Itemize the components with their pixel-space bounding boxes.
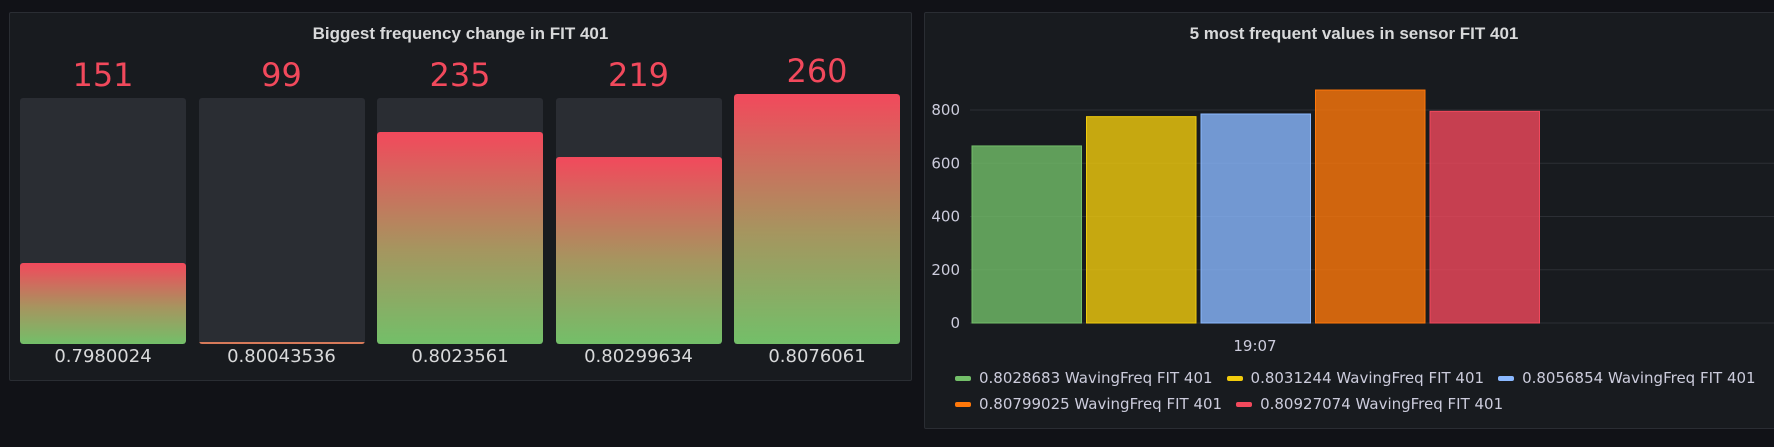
legend-item[interactable]: 0.8031244 WavingFreq FIT 401	[1226, 369, 1485, 387]
legend-row: 0.8028683 WavingFreq FIT 401 0.8031244 Wa…	[955, 369, 1774, 387]
gauge-label: 0.8076061	[768, 346, 866, 367]
series-bar[interactable]	[1429, 110, 1540, 324]
gauge-value: 235	[429, 56, 491, 94]
y-tick-label: 600	[931, 154, 960, 172]
gauge-value: 99	[261, 56, 302, 94]
gauge-value: 219	[607, 56, 670, 94]
legend-label: 0.80799025 WavingFreq FIT 401	[979, 395, 1223, 413]
legend-item[interactable]: 0.80799025 WavingFreq FIT 401	[955, 395, 1222, 413]
legend-label: 0.8056854 WavingFreq FIT 401	[1522, 369, 1756, 387]
legend-swatch-icon	[955, 375, 971, 381]
legend-item[interactable]: 0.8056854 WavingFreq FIT 401	[1498, 369, 1756, 387]
series-bar[interactable]	[1200, 113, 1311, 324]
gauge-fill	[20, 263, 186, 344]
gauge-panel: Biggest frequency change in FIT 401 151 0…	[9, 12, 912, 381]
gauge-label: 0.7980024	[54, 346, 152, 367]
y-tick-label: 400	[931, 208, 960, 226]
gauge-label: 0.8023561	[411, 346, 509, 367]
legend-swatch-icon	[955, 401, 971, 407]
legend-swatch-icon	[1226, 375, 1243, 381]
chart-legend: 0.8028683 WavingFreq FIT 401 0.8031244 Wa…	[955, 369, 1774, 421]
legend-label: 0.8031244 WavingFreq FIT 401	[1250, 369, 1485, 387]
gauge-bar[interactable]	[377, 98, 543, 344]
bar-chart-panel: 5 most frequent values in sensor FIT 401…	[924, 12, 1774, 429]
gauge-fill	[734, 94, 900, 344]
y-tick-label: 800	[931, 101, 960, 119]
gauge-bar[interactable]	[555, 98, 722, 344]
gauge-value: 260	[786, 52, 848, 90]
legend-label: 0.80927074 WavingFreq FIT 401	[1260, 395, 1504, 413]
gauge-label: 0.80299634	[584, 346, 693, 367]
series-bar[interactable]	[971, 145, 1082, 324]
x-tick-label: 19:07	[1233, 337, 1276, 355]
gauge-value: 151	[72, 56, 134, 94]
legend-label: 0.8028683 WavingFreq FIT 401	[979, 369, 1213, 387]
legend-swatch-icon	[1236, 401, 1253, 407]
gauge-bar[interactable]	[734, 94, 900, 344]
panel-title[interactable]: 5 most frequent values in sensor FIT 401	[1189, 24, 1519, 43]
gauge-fill	[555, 157, 722, 344]
gauge-fill	[377, 132, 543, 344]
y-tick-label: 200	[931, 261, 960, 279]
legend-row: 0.80799025 WavingFreq FIT 401 0.80927074 …	[955, 395, 1774, 413]
legend-item[interactable]: 0.8028683 WavingFreq FIT 401	[955, 369, 1213, 387]
gauge-fill	[198, 342, 365, 344]
series-bar[interactable]	[1315, 89, 1426, 324]
gauge-label: 0.80043536	[227, 346, 336, 367]
y-tick-label: 0	[950, 314, 960, 332]
gauge-bar[interactable]	[20, 98, 186, 344]
legend-swatch-icon	[1498, 375, 1515, 381]
legend-item[interactable]: 0.80927074 WavingFreq FIT 401	[1236, 395, 1503, 413]
panel-title[interactable]: Biggest frequency change in FIT 401	[312, 24, 609, 43]
gauge-bar[interactable]	[198, 98, 365, 344]
series-bar[interactable]	[1086, 116, 1197, 324]
bar-chart: 0 200 400 600 800 19:07	[931, 89, 1774, 355]
